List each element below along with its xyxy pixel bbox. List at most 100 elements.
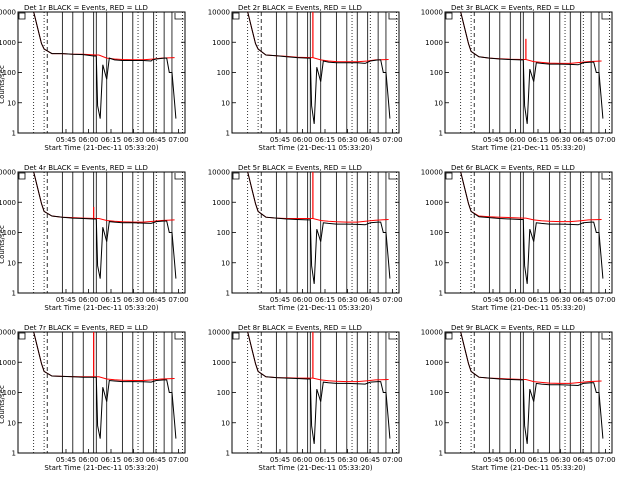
x-tick-label: 07:00 bbox=[595, 136, 615, 144]
x-axis-label: Start Time (21-Dec-11 05:33:20) bbox=[258, 144, 372, 152]
y-tick-label: 1000 bbox=[212, 359, 230, 367]
y-tick-label: 10 bbox=[221, 99, 230, 107]
plot-frame bbox=[231, 331, 400, 454]
x-tick-label: 06:30 bbox=[337, 296, 357, 304]
x-tick-label: 06:00 bbox=[292, 296, 312, 304]
panel-title: Det 6r BLACK = Events, RED = LLD bbox=[451, 164, 575, 172]
x-tick-label: 06:15 bbox=[315, 136, 335, 144]
panel-5: Det 5r BLACK = Events, RED = LLD 1 10 100 10… bbox=[208, 164, 403, 312]
events-series-line bbox=[445, 11, 604, 124]
x-tick-label: 06:30 bbox=[337, 456, 357, 464]
y-axis-label: Counts/sec bbox=[0, 225, 6, 264]
x-tick-label: 07:00 bbox=[168, 296, 188, 304]
panel-4: Det 4r BLACK = Events, RED = LLD 1 10 100 10… bbox=[0, 164, 189, 312]
y-tick-label: 100 bbox=[3, 229, 16, 237]
x-tick-label: 06:00 bbox=[505, 136, 525, 144]
y-tick-label: 10 bbox=[221, 259, 230, 267]
x-tick-label: 06:00 bbox=[505, 456, 525, 464]
events-series-line bbox=[18, 331, 177, 439]
x-tick-label: 05:45 bbox=[483, 456, 503, 464]
x-tick-label: 05:45 bbox=[56, 296, 76, 304]
x-axis-label: Start Time (21-Dec-11 05:33:20) bbox=[44, 464, 158, 472]
plot-frame bbox=[444, 171, 613, 294]
panel-3: Det 3r BLACK = Events, RED = LLD 1 10 100 10… bbox=[421, 4, 616, 152]
x-tick-label: 06:30 bbox=[123, 136, 143, 144]
corner-mark bbox=[18, 12, 26, 20]
y-tick-label: 10 bbox=[7, 99, 16, 107]
x-tick-label: 05:45 bbox=[483, 136, 503, 144]
plot-frame bbox=[17, 331, 186, 454]
y-tick-label: 1 bbox=[226, 130, 230, 138]
x-tick-label: 05:45 bbox=[56, 136, 76, 144]
y-tick-label: 1 bbox=[12, 450, 16, 458]
x-tick-label: 06:00 bbox=[78, 456, 98, 464]
corner-mark bbox=[232, 172, 240, 180]
plot-frame bbox=[17, 11, 186, 134]
corner-mark bbox=[18, 332, 26, 340]
x-tick-label: 06:15 bbox=[101, 136, 121, 144]
x-tick-label: 06:00 bbox=[292, 136, 312, 144]
y-tick-label: 100 bbox=[217, 69, 230, 77]
y-tick-label: 1000 bbox=[425, 39, 443, 47]
x-tick-label: 06:30 bbox=[550, 296, 570, 304]
x-tick-label: 07:00 bbox=[382, 296, 402, 304]
corner-mark bbox=[18, 172, 26, 180]
corner-mark bbox=[232, 332, 240, 340]
x-tick-label: 06:15 bbox=[101, 296, 121, 304]
corner-mark bbox=[388, 13, 398, 20]
corner-mark bbox=[388, 173, 398, 180]
x-tick-label: 05:45 bbox=[56, 456, 76, 464]
y-tick-label: 1000 bbox=[0, 199, 16, 207]
x-tick-label: 06:15 bbox=[315, 456, 335, 464]
x-tick-label: 06:45 bbox=[573, 456, 593, 464]
y-tick-label: 10000 bbox=[208, 169, 230, 177]
x-tick-label: 05:45 bbox=[270, 136, 290, 144]
y-tick-label: 100 bbox=[3, 69, 16, 77]
x-tick-label: 07:00 bbox=[382, 456, 402, 464]
y-tick-label: 10000 bbox=[208, 329, 230, 337]
y-tick-label: 10 bbox=[221, 419, 230, 427]
panel-title: Det 7r BLACK = Events, RED = LLD bbox=[24, 324, 148, 332]
y-axis-label: Counts/sec bbox=[0, 65, 6, 104]
plot-frame bbox=[231, 171, 400, 294]
x-tick-label: 05:45 bbox=[270, 456, 290, 464]
panel-title: Det 9r BLACK = Events, RED = LLD bbox=[451, 324, 575, 332]
x-axis-label: Start Time (21-Dec-11 05:33:20) bbox=[258, 464, 372, 472]
corner-mark bbox=[174, 13, 184, 20]
y-tick-label: 10 bbox=[7, 259, 16, 267]
x-tick-label: 06:30 bbox=[550, 136, 570, 144]
y-tick-label: 10000 bbox=[421, 9, 443, 17]
corner-mark bbox=[174, 333, 184, 340]
x-tick-label: 06:30 bbox=[123, 296, 143, 304]
panel-title: Det 3r BLACK = Events, RED = LLD bbox=[451, 4, 575, 12]
y-tick-label: 1 bbox=[439, 290, 443, 298]
y-tick-label: 10000 bbox=[208, 9, 230, 17]
y-tick-label: 1 bbox=[226, 290, 230, 298]
panel-title: Det 8r BLACK = Events, RED = LLD bbox=[238, 324, 362, 332]
corner-mark bbox=[445, 332, 453, 340]
panel-title: Det 5r BLACK = Events, RED = LLD bbox=[238, 164, 362, 172]
x-tick-label: 06:45 bbox=[146, 296, 166, 304]
y-tick-label: 10 bbox=[434, 259, 443, 267]
panel-6: Det 6r BLACK = Events, RED = LLD 1 10 100 10… bbox=[421, 164, 616, 312]
panel-9: Det 9r BLACK = Events, RED = LLD 1 10 100 10… bbox=[421, 324, 616, 472]
panel-8: Det 8r BLACK = Events, RED = LLD 1 10 100 10… bbox=[208, 324, 403, 472]
events-series-line bbox=[18, 171, 177, 279]
y-tick-label: 1 bbox=[12, 290, 16, 298]
y-tick-label: 10000 bbox=[0, 9, 16, 17]
y-tick-label: 1000 bbox=[425, 359, 443, 367]
y-axis-label: Counts/sec bbox=[0, 385, 6, 424]
panel-1: Det 1r BLACK = Events, RED = LLD 1 10 100 10… bbox=[0, 4, 189, 152]
panel-title: Det 1r BLACK = Events, RED = LLD bbox=[24, 4, 148, 12]
plot-frame bbox=[231, 11, 400, 134]
y-tick-label: 1 bbox=[226, 450, 230, 458]
events-series-line bbox=[445, 171, 604, 284]
y-tick-label: 10 bbox=[7, 419, 16, 427]
y-tick-label: 100 bbox=[430, 229, 443, 237]
x-axis-label: Start Time (21-Dec-11 05:33:20) bbox=[44, 304, 158, 312]
y-tick-label: 100 bbox=[217, 389, 230, 397]
events-series-line bbox=[445, 331, 604, 444]
plot-frame bbox=[444, 331, 613, 454]
x-tick-label: 06:30 bbox=[550, 456, 570, 464]
